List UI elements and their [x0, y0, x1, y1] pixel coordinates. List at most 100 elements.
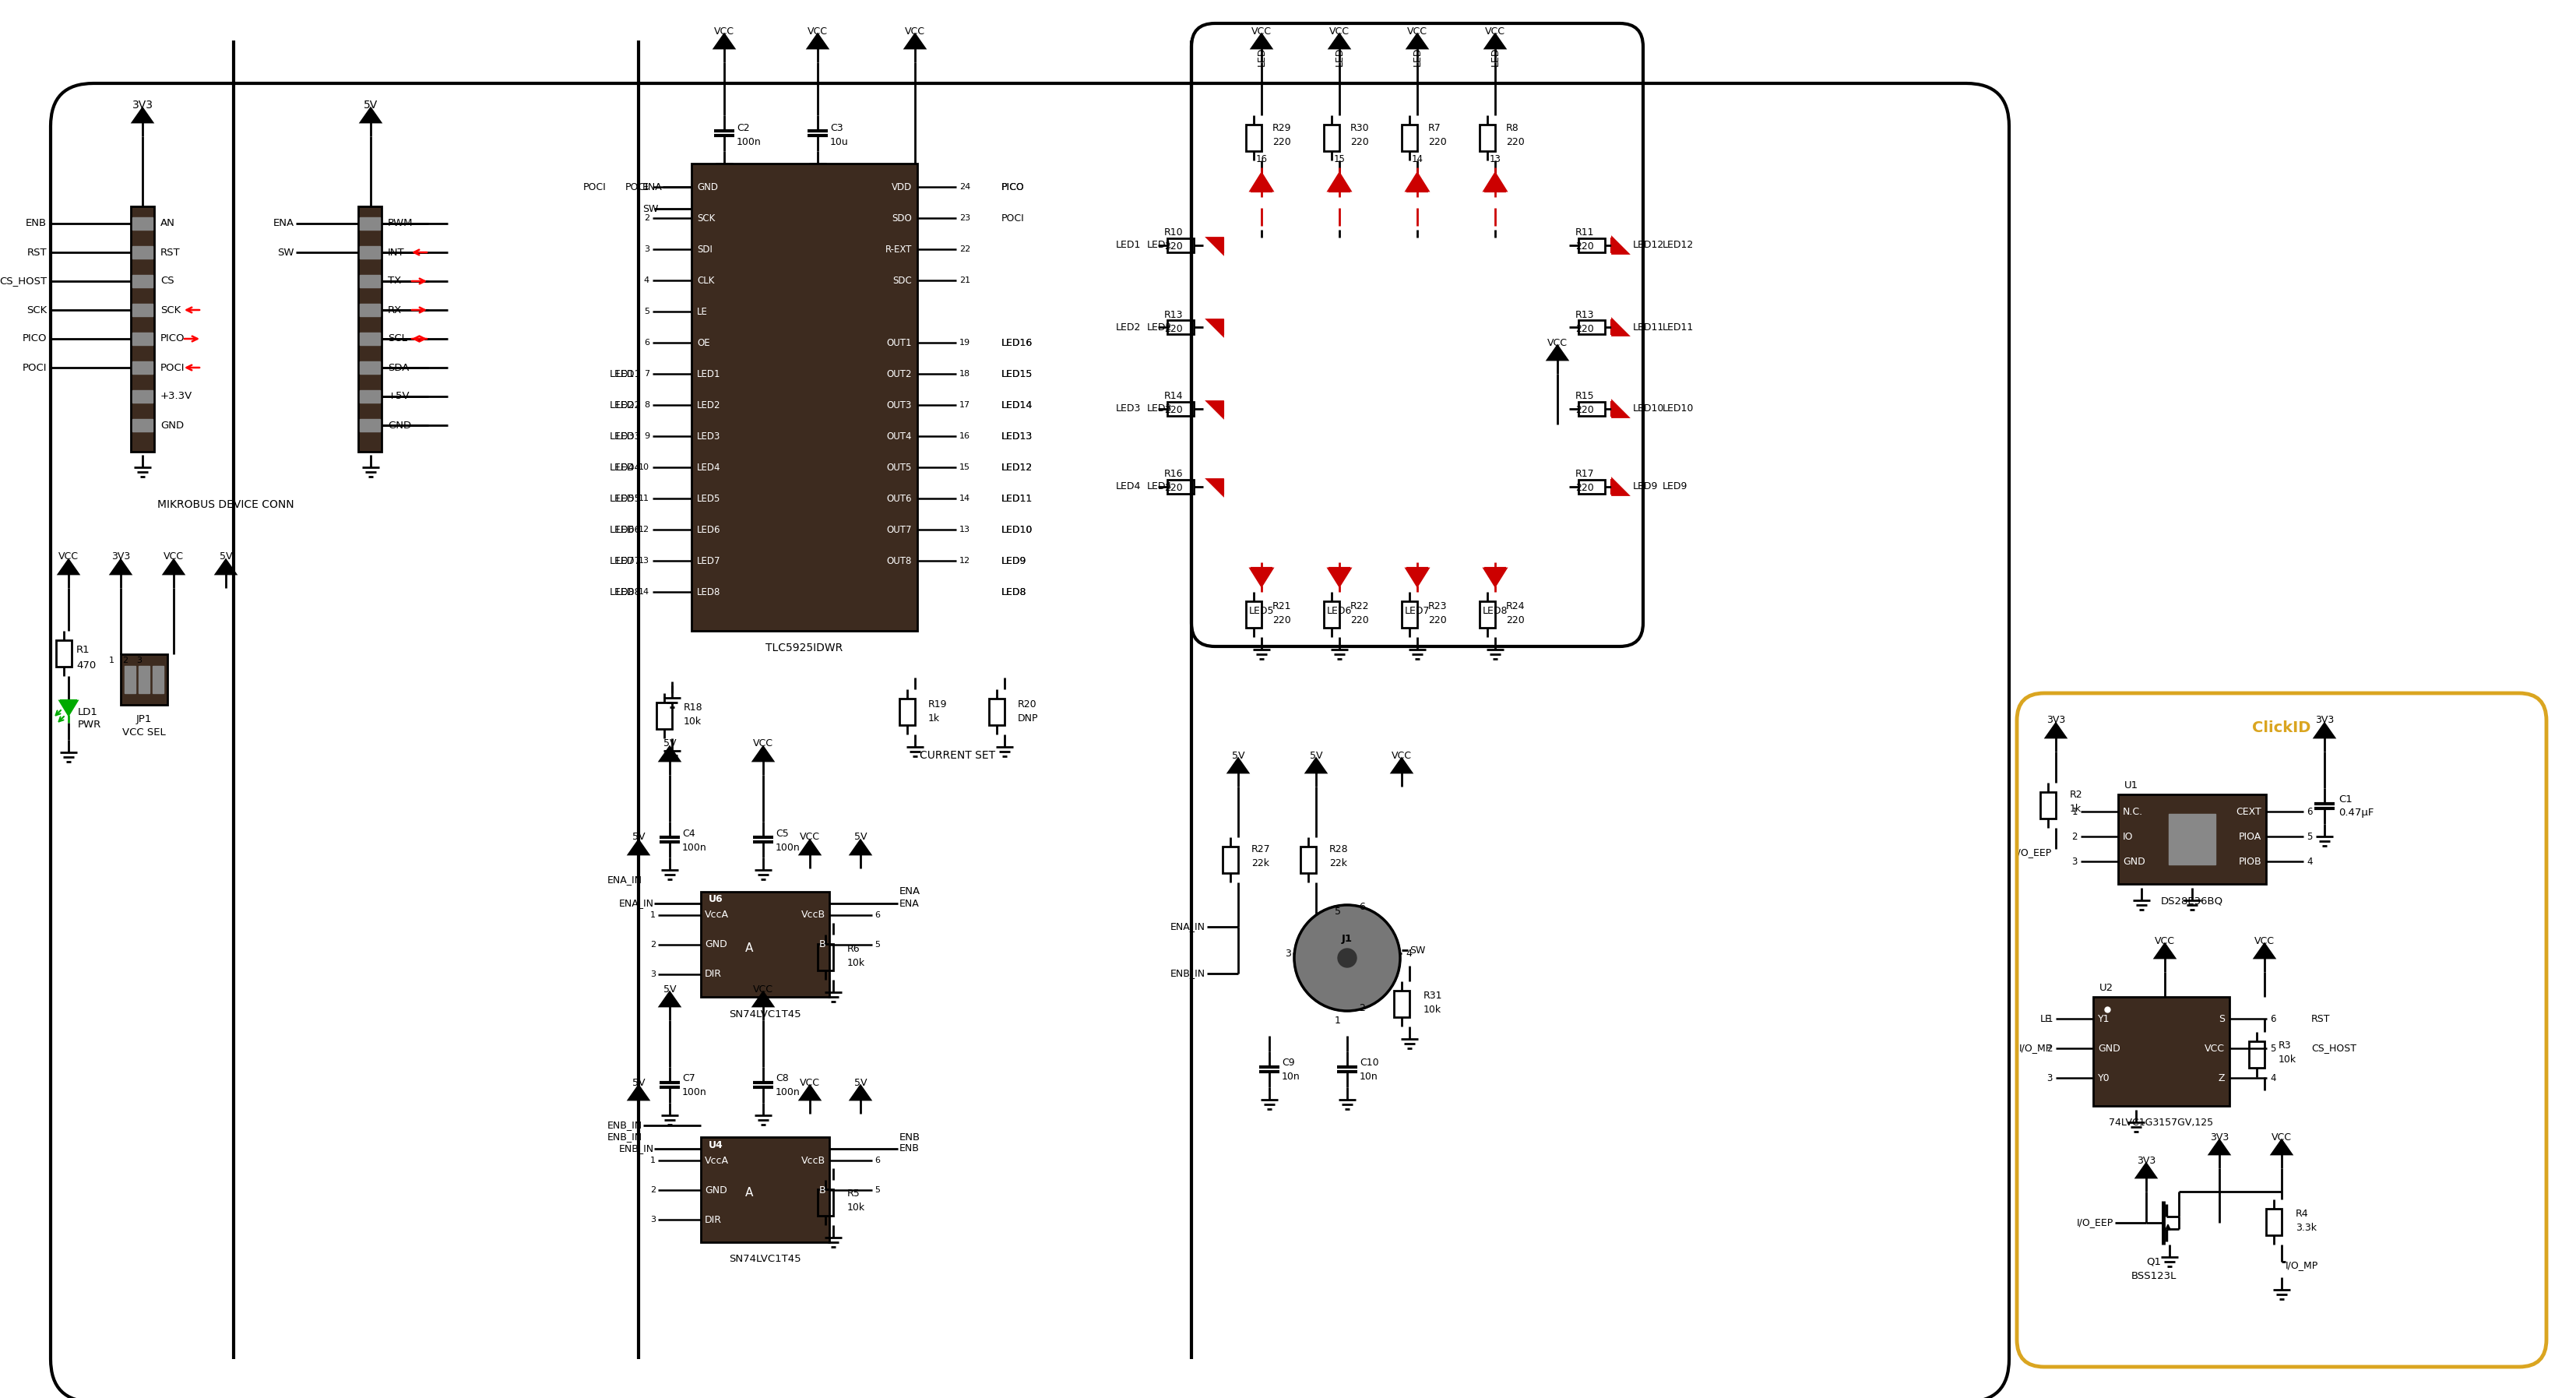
- Text: CURRENT SET: CURRENT SET: [920, 749, 997, 761]
- Text: 13: 13: [639, 556, 649, 565]
- Text: PIOA: PIOA: [2239, 832, 2262, 842]
- Polygon shape: [1329, 35, 1350, 49]
- Text: EP: EP: [2187, 833, 2197, 844]
- Text: LED1: LED1: [1115, 240, 1141, 250]
- Text: JP1: JP1: [137, 714, 152, 724]
- Text: ENB: ENB: [26, 218, 46, 229]
- Polygon shape: [1329, 173, 1350, 190]
- Polygon shape: [59, 561, 77, 575]
- Text: 22k: 22k: [1252, 858, 1270, 868]
- Text: LED7: LED7: [698, 555, 721, 566]
- Polygon shape: [59, 700, 77, 714]
- Text: 220: 220: [1577, 242, 1595, 252]
- Text: 3: 3: [644, 245, 649, 253]
- Text: PICO: PICO: [23, 334, 46, 344]
- Text: RST: RST: [160, 247, 180, 257]
- Text: 0.47μF: 0.47μF: [2339, 808, 2375, 818]
- Text: 13: 13: [958, 526, 971, 534]
- Text: LED5: LED5: [1249, 607, 1275, 617]
- Text: 220: 220: [1164, 484, 1182, 493]
- Text: 100n: 100n: [775, 1088, 801, 1097]
- Bar: [1479, 601, 1494, 628]
- Text: 5: 5: [644, 308, 649, 316]
- Text: VCC: VCC: [799, 1078, 819, 1088]
- Text: C5: C5: [775, 828, 788, 839]
- Text: 3: 3: [137, 657, 142, 664]
- Text: 3: 3: [649, 970, 657, 979]
- Text: 17: 17: [958, 401, 971, 408]
- Text: POCI: POCI: [23, 362, 46, 373]
- Text: TLC5925IDWR: TLC5925IDWR: [765, 643, 842, 653]
- Text: ENB_IN: ENB_IN: [618, 1144, 654, 1153]
- Text: 100n: 100n: [775, 843, 801, 853]
- Text: 18: 18: [958, 370, 971, 377]
- Text: RST: RST: [2311, 1014, 2331, 1023]
- Polygon shape: [111, 561, 131, 575]
- Text: DNP: DNP: [1018, 713, 1038, 723]
- Text: 5V: 5V: [1231, 751, 1244, 761]
- Polygon shape: [1329, 569, 1350, 586]
- Text: R8: R8: [1507, 123, 1520, 134]
- Text: VCC: VCC: [2254, 935, 2275, 946]
- Text: ENA: ENA: [899, 899, 920, 909]
- Text: LED11: LED11: [1002, 493, 1033, 503]
- Text: LED14: LED14: [1002, 400, 1033, 410]
- Text: LED11: LED11: [1662, 322, 1695, 333]
- Text: LED2: LED2: [1146, 322, 1172, 333]
- Text: LED1: LED1: [616, 369, 641, 379]
- Bar: [2040, 793, 2056, 819]
- Text: LED4: LED4: [698, 463, 721, 473]
- Text: 1: 1: [2071, 807, 2079, 816]
- Text: LED15: LED15: [1002, 369, 1033, 379]
- Text: 1: 1: [2048, 1014, 2053, 1023]
- Text: LED9: LED9: [1002, 555, 1028, 566]
- Polygon shape: [2316, 724, 2334, 738]
- Text: 6: 6: [873, 911, 881, 918]
- Text: OUT3: OUT3: [886, 400, 912, 410]
- Polygon shape: [2136, 1163, 2156, 1177]
- Text: 10n: 10n: [1360, 1072, 1378, 1082]
- Text: 14: 14: [958, 495, 971, 502]
- Text: R11: R11: [1574, 228, 1595, 238]
- Text: R29: R29: [1273, 123, 1291, 134]
- Text: 8: 8: [644, 401, 649, 408]
- Text: 220: 220: [1507, 615, 1525, 625]
- Polygon shape: [1613, 480, 1628, 495]
- Text: 9: 9: [644, 432, 649, 440]
- Text: BSS123L: BSS123L: [2130, 1271, 2177, 1281]
- Text: LED6: LED6: [611, 524, 634, 534]
- Text: 15: 15: [958, 463, 971, 471]
- Text: LED12: LED12: [1002, 463, 1033, 473]
- Polygon shape: [1406, 35, 1427, 49]
- Text: GND: GND: [2097, 1043, 2120, 1053]
- Text: 3: 3: [2071, 857, 2079, 867]
- Text: LED3: LED3: [1115, 404, 1141, 414]
- Text: 2: 2: [2048, 1043, 2053, 1053]
- Text: LED4: LED4: [1146, 482, 1172, 492]
- Bar: [361, 217, 381, 229]
- Text: VccB: VccB: [801, 910, 824, 920]
- Text: B: B: [819, 1186, 824, 1195]
- Text: 100n: 100n: [683, 1088, 706, 1097]
- Text: OUT1: OUT1: [886, 338, 912, 348]
- Text: R15: R15: [1574, 391, 1595, 401]
- Bar: [817, 944, 832, 970]
- Text: LED4: LED4: [616, 463, 641, 473]
- Text: 1: 1: [644, 183, 649, 190]
- Text: 2: 2: [649, 1186, 657, 1194]
- Text: ENA_IN: ENA_IN: [1170, 921, 1206, 932]
- Text: 5V: 5V: [631, 1078, 644, 1088]
- Text: VccB: VccB: [801, 1155, 824, 1166]
- Bar: [361, 361, 381, 373]
- Text: LED10: LED10: [1002, 524, 1033, 534]
- Text: OE: OE: [698, 338, 711, 348]
- Text: VCC: VCC: [752, 738, 773, 749]
- Text: LED2: LED2: [611, 400, 634, 410]
- Polygon shape: [629, 1086, 649, 1100]
- Text: LED3: LED3: [616, 431, 641, 442]
- Text: ENB: ENB: [899, 1144, 920, 1153]
- Text: VCC: VCC: [806, 27, 827, 36]
- Text: LED9: LED9: [1662, 482, 1687, 492]
- Text: LED3: LED3: [611, 431, 634, 442]
- Text: 1: 1: [649, 911, 657, 918]
